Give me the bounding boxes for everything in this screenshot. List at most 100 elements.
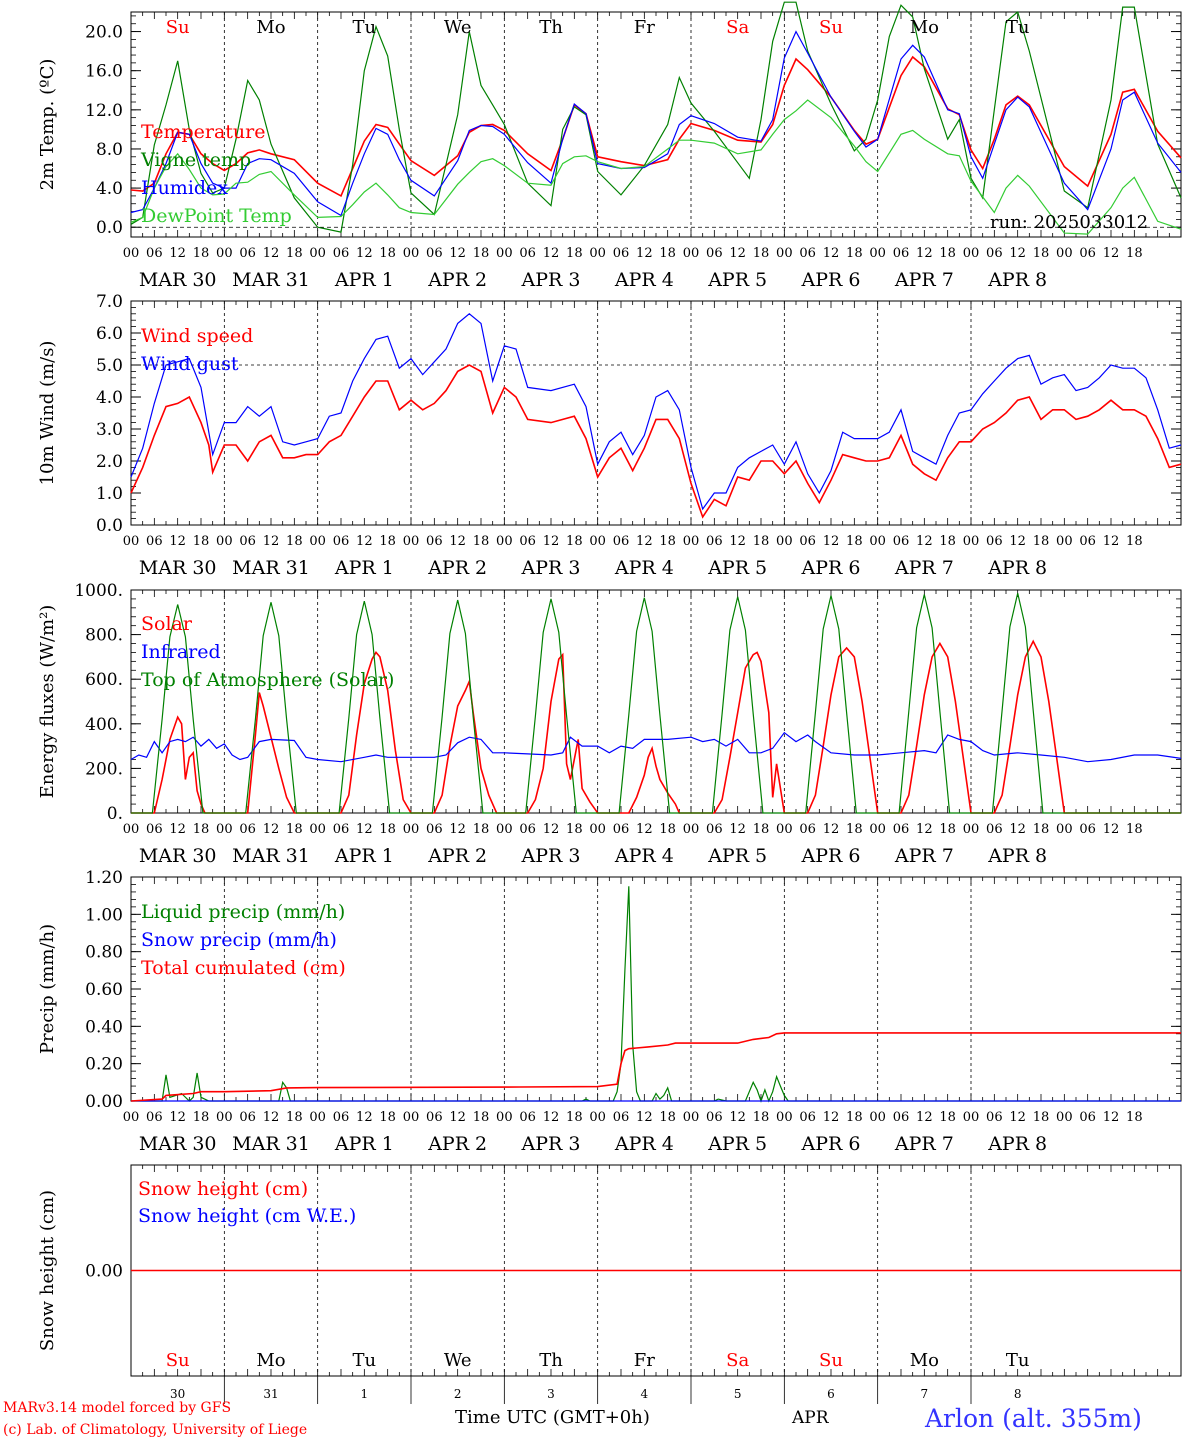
- hour-tick-label: 18: [286, 246, 303, 261]
- day-name-label: Su: [166, 17, 190, 38]
- day-number-label: 5: [734, 1387, 742, 1401]
- date-label: APR 7: [894, 845, 954, 867]
- legend-entry: Infrared: [141, 641, 221, 663]
- hour-tick-label: 00: [589, 822, 606, 837]
- hour-tick-label: 00: [216, 246, 233, 261]
- hour-tick-label: 00: [963, 822, 980, 837]
- day-number-label: 3: [547, 1387, 555, 1401]
- panel-snow: 0.00 Snow height (cm) Snow height (cm) Snow…: [37, 1164, 1182, 1404]
- hour-tick-label: 12: [636, 1110, 653, 1125]
- plot-frame: [130, 589, 1182, 814]
- y-tick-label: 20.0: [85, 23, 123, 43]
- hour-tick-label: 12: [1103, 1110, 1120, 1125]
- hour-tick-label: 06: [519, 534, 536, 549]
- hour-tick-label: 06: [799, 534, 816, 549]
- hour-tick-label: 06: [613, 246, 630, 261]
- hour-tick-label: 00: [309, 534, 326, 549]
- hour-tick-label: 12: [916, 822, 933, 837]
- date-label: MAR 30: [139, 557, 217, 579]
- hour-tick-label: 12: [263, 246, 280, 261]
- hour-tick-label: 00: [123, 534, 140, 549]
- legend-entry: Vigne temp: [140, 149, 251, 171]
- hour-tick-label: 18: [939, 1110, 956, 1125]
- hour-tick-label: 18: [1033, 246, 1050, 261]
- hour-tick-label: 06: [146, 1110, 163, 1125]
- hour-tick-label: 00: [776, 534, 793, 549]
- date-label: APR 2: [427, 269, 487, 291]
- hour-tick-label: 12: [823, 534, 840, 549]
- day-number-label: 4: [641, 1387, 649, 1401]
- hour-tick-label: 18: [1033, 822, 1050, 837]
- hour-tick-label: 00: [683, 1110, 700, 1125]
- hour-tick-label: 06: [613, 1110, 630, 1125]
- hour-tick-label: 18: [379, 822, 396, 837]
- date-label: APR 2: [427, 845, 487, 867]
- day-name-label: Tu: [353, 1350, 377, 1371]
- hour-tick-label: 18: [1126, 822, 1143, 837]
- y-tick-label: 2.0: [96, 452, 123, 472]
- hour-tick-label: 18: [193, 822, 210, 837]
- y-tick-label: 0.0: [96, 218, 123, 238]
- hour-tick-label: 00: [403, 534, 420, 549]
- hour-tick-label: 12: [916, 246, 933, 261]
- hour-tick-label: 18: [193, 534, 210, 549]
- hour-tick-label: 18: [286, 534, 303, 549]
- y-tick-label: 4.0: [96, 179, 123, 199]
- hour-tick-label: 00: [869, 1110, 886, 1125]
- hour-tick-label: 18: [846, 246, 863, 261]
- hour-tick-label: 18: [286, 822, 303, 837]
- date-label: APR 3: [521, 845, 581, 867]
- date-label: APR 5: [707, 557, 767, 579]
- hour-tick-label: 12: [543, 822, 560, 837]
- y-tick-label: 16.0: [85, 62, 123, 82]
- legend-entry: Total cumulated (cm): [141, 957, 346, 979]
- y-tick-label: 0.60: [85, 980, 123, 1000]
- plot-frame: [130, 300, 1182, 526]
- hour-tick-label: 00: [963, 246, 980, 261]
- hour-tick-label: 06: [613, 822, 630, 837]
- date-label: MAR 30: [139, 269, 217, 291]
- legend-entry: Temperature: [141, 121, 265, 143]
- panel-energy: 0. 200. 400. 600. 800. 1000. Energy fluxes (W/…: [37, 581, 1182, 867]
- legend-entry: Solar: [141, 613, 193, 635]
- date-label: APR 5: [707, 1133, 767, 1155]
- hour-tick-label: 06: [986, 1110, 1003, 1125]
- hour-tick-label: 06: [239, 1110, 256, 1125]
- hour-tick-label: 12: [543, 534, 560, 549]
- hour-tick-label: 00: [309, 246, 326, 261]
- y-tick-label: 8.0: [96, 140, 123, 160]
- date-label: MAR 31: [232, 1133, 310, 1155]
- hour-tick-label: 06: [613, 534, 630, 549]
- date-label: APR 1: [334, 845, 394, 867]
- y-tick-label: 6.0: [96, 324, 123, 344]
- day-name-label: Su: [819, 1350, 843, 1371]
- hour-tick-label: 12: [1103, 534, 1120, 549]
- hour-tick-label: 00: [123, 822, 140, 837]
- hour-tick-label: 18: [566, 246, 583, 261]
- date-label: APR 1: [334, 557, 394, 579]
- day-name-label: Th: [539, 17, 563, 38]
- date-label: APR 6: [801, 269, 861, 291]
- hour-tick-label: 06: [146, 534, 163, 549]
- day-number-label: 2: [454, 1387, 462, 1401]
- hour-tick-label: 00: [1056, 822, 1073, 837]
- hour-tick-label: 18: [659, 246, 676, 261]
- day-number-label: 30: [170, 1387, 185, 1401]
- hour-tick-label: 18: [473, 822, 490, 837]
- date-label: APR 3: [521, 1133, 581, 1155]
- hour-tick-label: 18: [939, 534, 956, 549]
- hour-tick-label: 12: [729, 822, 746, 837]
- day-name-label: Th: [539, 1350, 563, 1371]
- hour-tick-label: 06: [1079, 822, 1096, 837]
- y-tick-label: 800.: [85, 626, 123, 646]
- hour-tick-label: 00: [776, 246, 793, 261]
- day-name-label: Mo: [256, 1350, 285, 1371]
- hour-tick-label: 12: [356, 822, 373, 837]
- series-line-wind-speed: [130, 364, 1182, 519]
- date-label: APR 7: [894, 269, 954, 291]
- series-line-dewpoint-temp: [130, 99, 1182, 235]
- day-number-label: 8: [1014, 1387, 1022, 1401]
- date-label: APR 8: [987, 845, 1047, 867]
- hour-tick-label: 18: [193, 246, 210, 261]
- hour-tick-label: 00: [496, 1110, 513, 1125]
